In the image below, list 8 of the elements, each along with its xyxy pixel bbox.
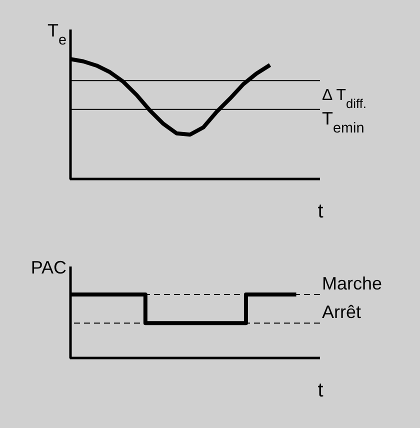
x-axis-title: t [318,380,324,402]
ref-line-label: T$_{emin}$ [322,108,364,136]
y-axis-title: PAC [30,258,66,278]
ref-line-label: Marche [322,274,382,294]
ref-line-label: Arrêt [322,302,362,322]
text: Δ T$_{diff.}$ [322,87,366,110]
x-axis-title: t [318,200,324,222]
y-axis-title: T$_{e}$ [47,20,66,48]
